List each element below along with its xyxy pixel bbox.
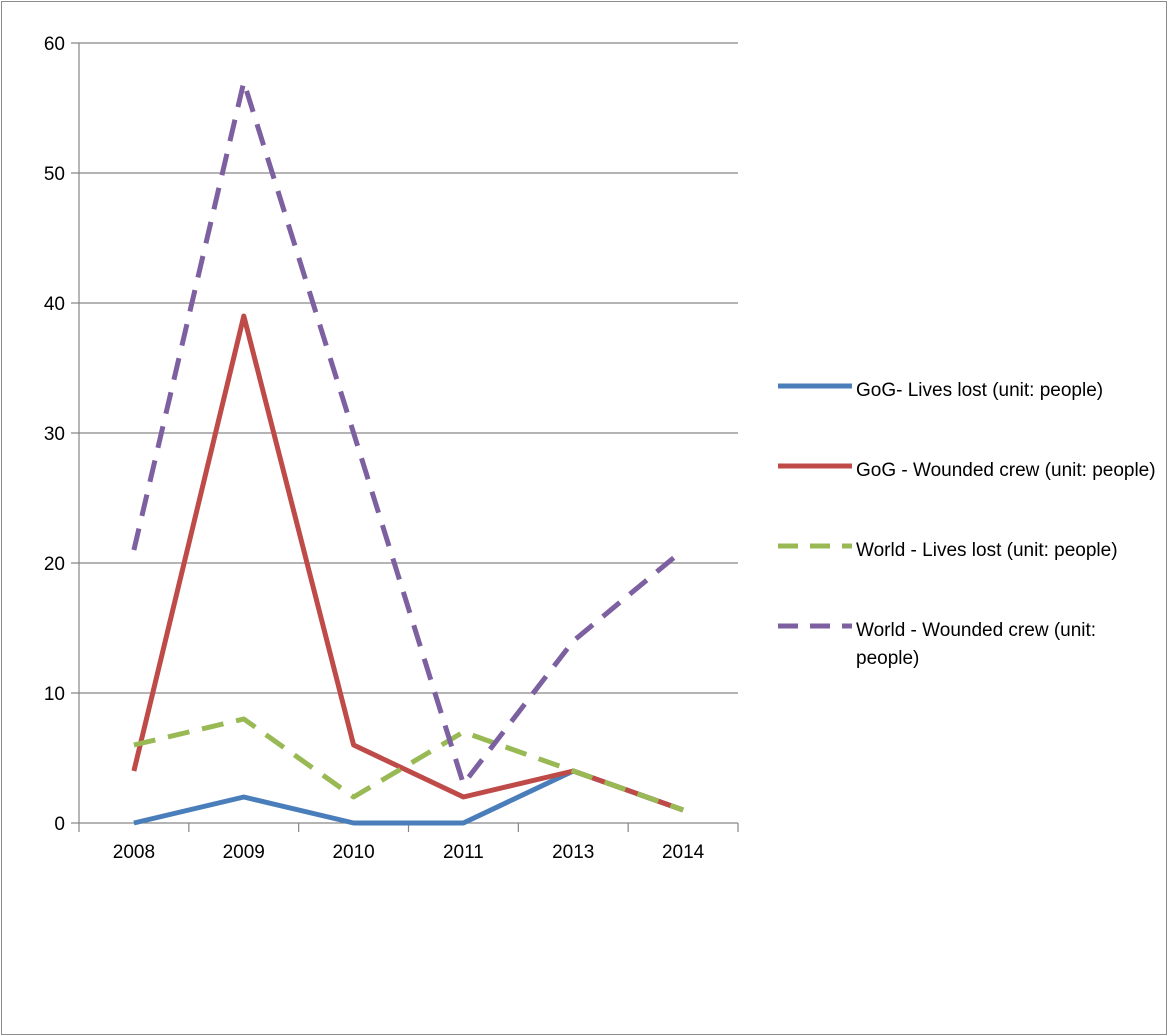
legend-swatch-gog-lives-lost [778, 383, 852, 389]
y-tick-label: 60 [44, 34, 65, 55]
legend-swatch-world-lives-lost [778, 543, 852, 549]
series-line-3 [131, 79, 685, 787]
x-tick-label: 2009 [223, 842, 265, 863]
legend: GoG- Lives lost (unit: people) GoG - Wou… [778, 377, 1168, 697]
legend-item-world-wounded-crew: World - Wounded crew (unit: people) [778, 617, 1168, 697]
series-lines [131, 79, 685, 826]
legend-label: GoG- Lives lost (unit: people) [856, 380, 1104, 401]
legend-item-gog-lives-lost: GoG- Lives lost (unit: people) [778, 377, 1168, 457]
axes [71, 43, 739, 832]
x-tick-label: 2010 [332, 842, 374, 863]
y-tick-label: 10 [44, 684, 65, 705]
tick-labels: 0 10 20 30 40 50 60 2008 2009 2010 2011 2013 2014 [44, 34, 705, 863]
legend-item-gog-wounded-crew: GoG - Wounded crew (unit: people) [778, 457, 1168, 537]
legend-swatch-world-wounded-crew [778, 623, 852, 629]
legend-label: World - Wounded crew (unit: people) [856, 620, 1097, 669]
y-tick-label: 30 [44, 424, 65, 445]
y-tick-label: 0 [54, 814, 65, 835]
x-tick-label: 2013 [552, 842, 594, 863]
legend-label: GoG - Wounded crew (unit: people) [856, 460, 1156, 481]
x-tick-label: 2008 [113, 842, 155, 863]
x-tick-label: 2014 [662, 842, 705, 863]
legend-swatch-gog-wounded-crew [778, 463, 852, 469]
legend-label: World - Lives lost (unit: people) [856, 540, 1118, 561]
y-tick-label: 40 [44, 294, 65, 315]
x-tick-label: 2011 [443, 842, 484, 863]
legend-item-world-lives-lost: World - Lives lost (unit: people) [778, 537, 1168, 617]
y-tick-label: 20 [44, 554, 65, 575]
series-line-2 [133, 716, 684, 813]
y-tick-label: 50 [44, 164, 65, 185]
